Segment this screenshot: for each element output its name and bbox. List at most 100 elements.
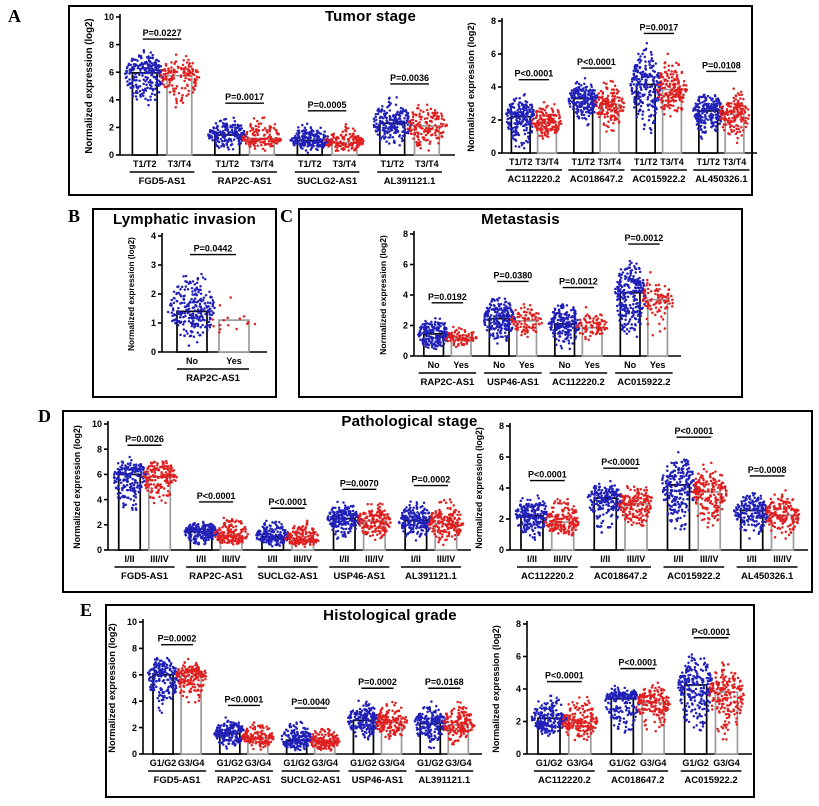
scatter-dots bbox=[531, 100, 563, 140]
gene-label: AC015922.2 bbox=[667, 571, 720, 582]
scatter-dots bbox=[543, 497, 580, 537]
gene-label: AL391121.1 bbox=[384, 176, 436, 187]
mean-bar bbox=[515, 320, 538, 357]
p-value-label: P<0.0001 bbox=[674, 426, 713, 436]
scatter-dots bbox=[211, 296, 257, 334]
gene-label: RAP2C-AS1 bbox=[218, 176, 273, 187]
gene-label: SUCLG2-AS1 bbox=[297, 176, 358, 187]
scatter-dots bbox=[530, 694, 568, 738]
group-label: T3/T4 bbox=[723, 157, 747, 167]
p-value-label: P<0.0001 bbox=[528, 470, 567, 480]
p-value-label: P<0.0001 bbox=[692, 627, 731, 637]
y-tick-label: 10 bbox=[104, 12, 114, 22]
y-tick-label: 2 bbox=[403, 321, 408, 331]
gene-label: FGD5-AS1 bbox=[121, 571, 169, 582]
p-value-label: P<0.0001 bbox=[197, 491, 236, 501]
group-label: III/IV bbox=[553, 554, 572, 564]
p-value-label: P=0.0227 bbox=[143, 28, 182, 38]
gene-label: AL450326.1 bbox=[741, 571, 794, 582]
p-value-label: P<0.0001 bbox=[601, 457, 640, 467]
scatter-dots bbox=[444, 325, 478, 349]
gene-label: AC015922.2 bbox=[632, 174, 685, 185]
metastasis-plot: 0 2 4 6 8 Normalized expression (log2) P=0.019… bbox=[378, 229, 681, 388]
y-tick-label: 8 bbox=[516, 619, 521, 629]
group-label: G1/G2 bbox=[150, 758, 177, 768]
p-value-label: P=0.0380 bbox=[494, 270, 533, 280]
y-tick-label: 4 bbox=[499, 483, 504, 493]
scatter-dots bbox=[510, 303, 544, 339]
scatter-dots bbox=[561, 695, 599, 742]
panel-label-e: E bbox=[80, 600, 93, 620]
scatter-dots bbox=[655, 52, 689, 118]
group-label: III/IV bbox=[627, 554, 646, 564]
p-value-label: P=0.0008 bbox=[748, 465, 787, 475]
panel-b-lymphatic-invasion: Lymphatic invasion 0 1 2 3 4 Normalized expre… bbox=[92, 208, 277, 398]
p-value-label: P=0.0442 bbox=[194, 244, 233, 254]
scatter-dots bbox=[514, 494, 551, 541]
panel-c-title: Metastasis bbox=[481, 211, 560, 228]
y-tick-label: 10 bbox=[127, 617, 137, 627]
scatter-dots bbox=[677, 653, 714, 732]
group-label: G3/G4 bbox=[713, 758, 740, 768]
y-tick-label: 2 bbox=[151, 289, 156, 299]
scatter-dots bbox=[213, 516, 250, 546]
gene-label: RAP2C-AS1 bbox=[420, 377, 475, 388]
pathological-stage-left-plot: 0 2 4 6 8 10 Normalized expression (log2) P=0.0… bbox=[72, 419, 471, 582]
y-tick-label: 6 bbox=[109, 67, 114, 77]
axis bbox=[523, 621, 752, 755]
p-value-label: P<0.0001 bbox=[545, 671, 584, 681]
group-label: T1/T2 bbox=[215, 159, 239, 169]
p-value-label: P<0.0001 bbox=[577, 57, 616, 67]
p-value-label: P=0.0192 bbox=[428, 292, 467, 302]
group-label: T3/T4 bbox=[660, 157, 684, 167]
panel-label-c: C bbox=[280, 206, 293, 226]
scatter-dots bbox=[718, 87, 751, 145]
group-label: G3/G4 bbox=[311, 758, 338, 768]
y-tick-label: 0 bbox=[491, 148, 496, 158]
y-tick-label: 4 bbox=[403, 290, 408, 300]
scatter-dots bbox=[112, 455, 148, 511]
group-label: G3/G4 bbox=[178, 758, 205, 768]
group-label: III/IV bbox=[437, 554, 456, 564]
group-label: G3/G4 bbox=[245, 758, 272, 768]
mean-bar bbox=[166, 74, 193, 156]
group-label: III/IV bbox=[222, 554, 241, 564]
scatter-dots bbox=[765, 489, 801, 540]
scatter-dots bbox=[575, 306, 609, 341]
panel-label-d: D bbox=[38, 406, 51, 426]
scatter-dots bbox=[427, 498, 465, 547]
scatter-dots bbox=[629, 42, 662, 135]
y-axis-label: Normalized expression (log2) bbox=[474, 427, 484, 549]
y-tick-label: 6 bbox=[499, 452, 504, 462]
group-label: G3/G4 bbox=[378, 758, 405, 768]
p-value-label: P=0.0168 bbox=[425, 677, 464, 687]
p-value-label: P=0.0002 bbox=[358, 677, 397, 687]
group-label: I/II bbox=[339, 554, 349, 564]
scatter-dots bbox=[482, 296, 517, 345]
group-label: III/IV bbox=[150, 554, 169, 564]
group-label: T3/T4 bbox=[598, 157, 622, 167]
scatter-dots bbox=[309, 727, 341, 752]
p-value-label: P<0.0001 bbox=[268, 497, 307, 507]
group-label: G3/G4 bbox=[567, 758, 594, 768]
y-tick-label: 2 bbox=[132, 723, 137, 733]
gene-label: RAP2C-AS1 bbox=[186, 373, 241, 384]
group-label: I/II bbox=[124, 554, 134, 564]
p-value-label: P=0.0012 bbox=[625, 233, 664, 243]
panel-e-title: Histological grade bbox=[323, 607, 457, 624]
y-tick-label: 0 bbox=[403, 351, 408, 361]
scatter-dots bbox=[641, 271, 674, 337]
gene-label: USP46-AS1 bbox=[487, 377, 539, 388]
group-label: Yes bbox=[226, 356, 242, 366]
scatter-dots bbox=[417, 317, 451, 351]
group-label: III/IV bbox=[365, 554, 384, 564]
scatter-dots bbox=[690, 461, 728, 529]
y-tick-label: 0 bbox=[109, 150, 114, 160]
scatter-dots bbox=[372, 96, 413, 147]
y-tick-label: 0 bbox=[97, 545, 102, 555]
gene-label: USP46-AS1 bbox=[352, 775, 404, 786]
group-label: G1/G2 bbox=[536, 758, 563, 768]
p-value-label: P<0.0001 bbox=[224, 694, 263, 704]
group-label: Yes bbox=[650, 360, 666, 370]
p-value-label: P=0.0012 bbox=[559, 277, 598, 287]
